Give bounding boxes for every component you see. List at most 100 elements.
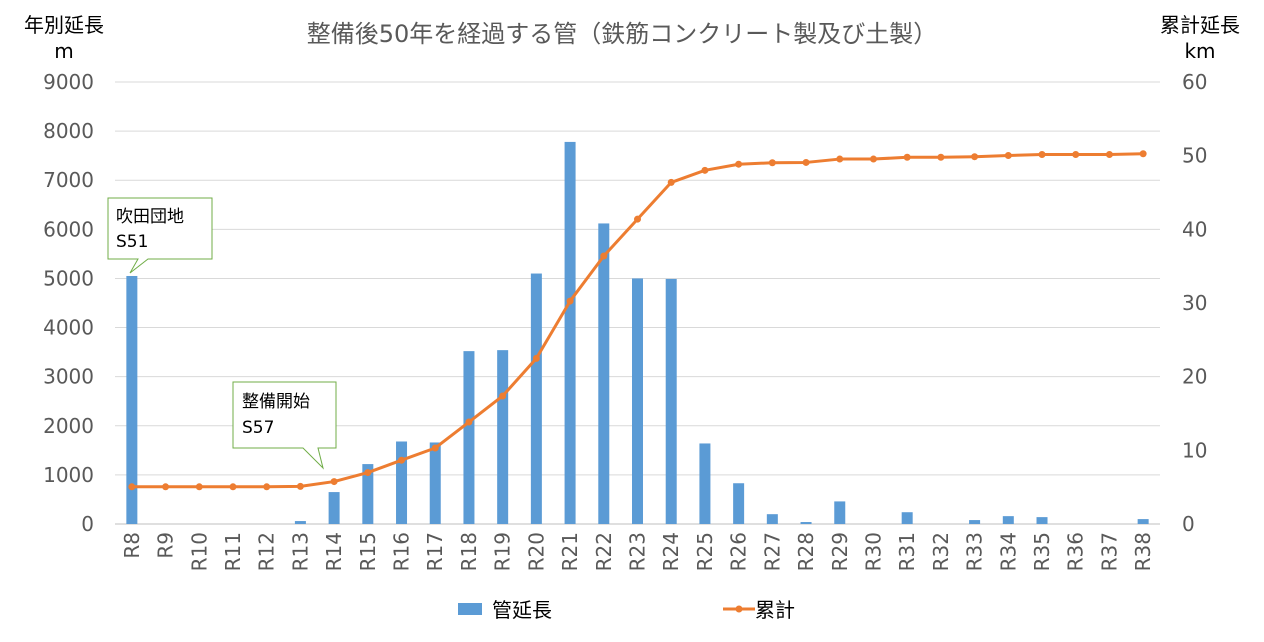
legend-line-marker — [735, 605, 743, 613]
cumulative-point — [263, 483, 271, 491]
right-tick-label: 60 — [1182, 70, 1207, 94]
legend-bar-swatch — [458, 603, 482, 615]
bar — [1137, 519, 1149, 524]
bar — [362, 464, 374, 524]
cumulative-point — [431, 444, 439, 452]
cumulative-point — [768, 159, 776, 167]
left-tick-label: 9000 — [43, 70, 94, 94]
x-tick-label: R10 — [187, 532, 211, 571]
bar — [800, 522, 812, 524]
x-tick-label: R14 — [322, 532, 346, 571]
x-tick-label: R23 — [626, 532, 650, 571]
cumulative-point — [735, 160, 743, 168]
bar — [1002, 516, 1014, 524]
cumulative-point — [1139, 150, 1147, 158]
x-tick-label: R26 — [727, 532, 751, 571]
bar — [429, 442, 441, 524]
cumulative-point — [634, 215, 641, 223]
x-tick-label: R15 — [356, 532, 380, 571]
x-tick-label: R30 — [861, 532, 885, 571]
cumulative-point — [701, 166, 709, 174]
cumulative-point — [667, 178, 675, 186]
bar — [463, 351, 475, 524]
right-axis-title-line2: km — [1184, 39, 1215, 63]
bar — [969, 520, 981, 524]
cumulative-point — [836, 155, 844, 163]
left-tick-label: 1000 — [43, 463, 94, 487]
x-tick-label: R28 — [794, 532, 818, 571]
right-axis-title-line1: 累計延長 — [1160, 13, 1240, 37]
left-tick-label: 5000 — [43, 266, 94, 290]
x-tick-label: R13 — [288, 532, 312, 571]
bar — [396, 441, 408, 524]
cumulative-point — [128, 483, 136, 491]
left-tick-label: 6000 — [43, 217, 94, 241]
bar — [328, 492, 340, 524]
bar — [530, 273, 542, 524]
right-tick-label: 40 — [1182, 217, 1207, 241]
cumulative-point — [364, 469, 372, 477]
x-tick-label: R32 — [929, 532, 953, 571]
cumulative-point — [398, 456, 406, 464]
callout-suita-line1: 吹田団地 — [116, 207, 184, 227]
x-tick-label: R18 — [457, 532, 481, 571]
x-tick-label: R36 — [1064, 532, 1088, 571]
left-axis-title-line1: 年別延長 — [24, 13, 104, 37]
callout-start-line1: 整備開始 — [242, 392, 310, 412]
x-tick-label: R35 — [1030, 532, 1054, 571]
right-tick-label: 0 — [1182, 512, 1195, 536]
x-tick-label: R38 — [1131, 532, 1155, 571]
right-tick-label: 50 — [1182, 144, 1207, 168]
x-tick-label: R37 — [1097, 532, 1121, 571]
cumulative-point — [296, 482, 304, 490]
cumulative-point — [330, 478, 338, 486]
x-tick-label: R17 — [423, 532, 447, 571]
x-tick-label: R21 — [558, 532, 582, 571]
left-tick-label: 0 — [81, 512, 94, 536]
bar — [1036, 517, 1048, 524]
bar — [733, 483, 745, 524]
bar-series — [126, 141, 1149, 524]
x-axis-ticks: R8 R9 R10 R11 R12 R13 R14 R15 R16 R17 R18 R19 R20 R21… — [120, 532, 1155, 571]
bar — [834, 501, 846, 524]
callout-suita-box — [107, 197, 213, 274]
cumulative-point — [937, 153, 945, 161]
right-axis-ticks: 0 10 20 30 40 50 60 — [1182, 70, 1207, 536]
cumulative-point — [465, 418, 473, 426]
bar — [632, 278, 643, 524]
x-tick-label: R9 — [154, 532, 178, 559]
bar — [766, 514, 778, 524]
legend-line-label: 累計 — [755, 598, 795, 622]
legend: 管延長 累計 — [458, 598, 795, 622]
callout-suita: 吹田団地 S51 — [107, 197, 213, 274]
cumulative-point — [229, 483, 237, 491]
left-tick-label: 4000 — [43, 316, 94, 340]
cumulative-point — [1038, 150, 1046, 158]
cumulative-point — [1105, 150, 1113, 158]
left-tick-label: 3000 — [43, 365, 94, 389]
bar — [699, 443, 711, 524]
x-tick-label: R24 — [659, 532, 683, 571]
cumulative-point — [162, 483, 170, 491]
right-tick-label: 10 — [1182, 438, 1207, 462]
bar — [901, 512, 913, 524]
x-tick-label: R22 — [592, 532, 616, 571]
cumulative-point — [869, 155, 877, 163]
cumulative-point — [532, 354, 540, 362]
x-tick-label: R25 — [693, 532, 717, 571]
right-tick-label: 20 — [1182, 365, 1207, 389]
x-tick-label: R16 — [390, 532, 414, 571]
cumulative-point — [903, 153, 911, 161]
left-tick-label: 7000 — [43, 168, 94, 192]
cumulative-point — [802, 158, 810, 166]
x-tick-label: R12 — [255, 532, 279, 571]
x-tick-label: R34 — [996, 532, 1020, 571]
cumulative-point — [195, 483, 203, 491]
bar — [665, 278, 677, 524]
cumulative-point — [1072, 150, 1080, 158]
cumulative-point — [971, 153, 979, 161]
cumulative-point — [566, 297, 574, 305]
chart-title: 整備後50年を経過する管（鉄筋コンクリート製及び土製） — [307, 20, 938, 48]
left-tick-label: 2000 — [43, 414, 94, 438]
callout-start-line2: S57 — [242, 418, 274, 438]
